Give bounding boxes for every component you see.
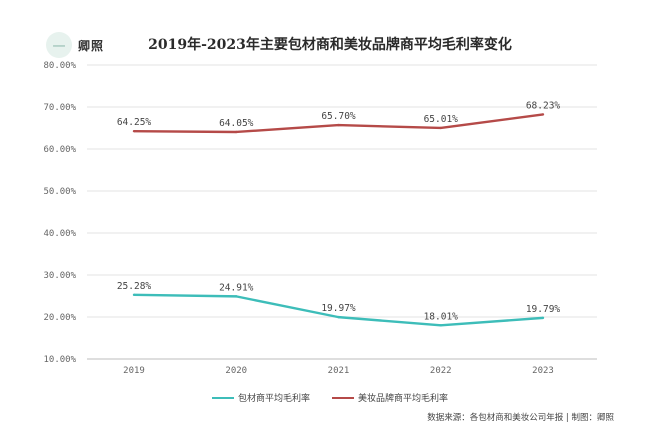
y-tick-label: 70.00% xyxy=(43,103,76,113)
legend-item-packaging: 包材商平均毛利率 xyxy=(211,391,310,404)
data-point xyxy=(337,123,340,127)
data-label: 68.23% xyxy=(526,100,561,111)
data-point xyxy=(439,126,442,130)
data-label: 65.70% xyxy=(321,111,356,122)
x-tick-label: 2023 xyxy=(532,366,554,376)
y-tick-label: 80.00% xyxy=(43,61,76,71)
data-label: 24.91% xyxy=(219,282,254,293)
y-tick-label: 10.00% xyxy=(43,355,76,365)
x-tick-label: 2021 xyxy=(328,366,350,376)
x-tick-label: 2022 xyxy=(430,366,452,376)
logo-text: 卿照 xyxy=(78,38,105,53)
brand-logo: 一 卿照 xyxy=(46,32,104,58)
chart-legend: 包材商平均毛利率 美妆品牌商平均毛利率 xyxy=(0,391,660,404)
source-note: 数据来源：各包材商和美妆公司年报 | 制图：卿照 xyxy=(427,413,614,423)
data-point xyxy=(541,113,545,116)
y-tick-label: 30.00% xyxy=(43,271,76,281)
legend-label-packaging: 包材商平均毛利率 xyxy=(237,394,310,404)
data-label: 18.01% xyxy=(424,311,459,322)
legend-label-beauty: 美妆品牌商平均毛利率 xyxy=(358,394,449,404)
data-point xyxy=(235,130,238,134)
data-point xyxy=(439,324,442,327)
data-label: 19.97% xyxy=(321,303,356,314)
chart-title: 2019年-2023年主要包材商和美妆品牌商平均毛利率变化 xyxy=(148,37,512,53)
data-label: 19.79% xyxy=(526,304,561,315)
data-label: 64.05% xyxy=(219,118,254,129)
data-point xyxy=(541,316,545,320)
legend-swatch-packaging xyxy=(211,396,234,399)
data-point xyxy=(132,129,136,133)
x-tick-label: 2020 xyxy=(225,366,247,376)
y-tick-label: 50.00% xyxy=(43,187,76,197)
y-tick-label: 60.00% xyxy=(43,145,76,155)
legend-item-beauty: 美妆品牌商平均毛利率 xyxy=(332,391,448,404)
data-point xyxy=(337,315,340,319)
data-label: 64.25% xyxy=(117,117,152,128)
y-tick-label: 40.00% xyxy=(43,229,76,239)
data-point xyxy=(132,293,136,297)
y-tick-label: 20.00% xyxy=(43,313,76,323)
data-point xyxy=(235,295,238,298)
data-label: 65.01% xyxy=(424,114,459,125)
x-tick-label: 2019 xyxy=(123,366,145,376)
data-label: 25.28% xyxy=(117,281,152,292)
logo-icon: 一 xyxy=(46,32,72,58)
legend-swatch-beauty xyxy=(332,396,354,399)
